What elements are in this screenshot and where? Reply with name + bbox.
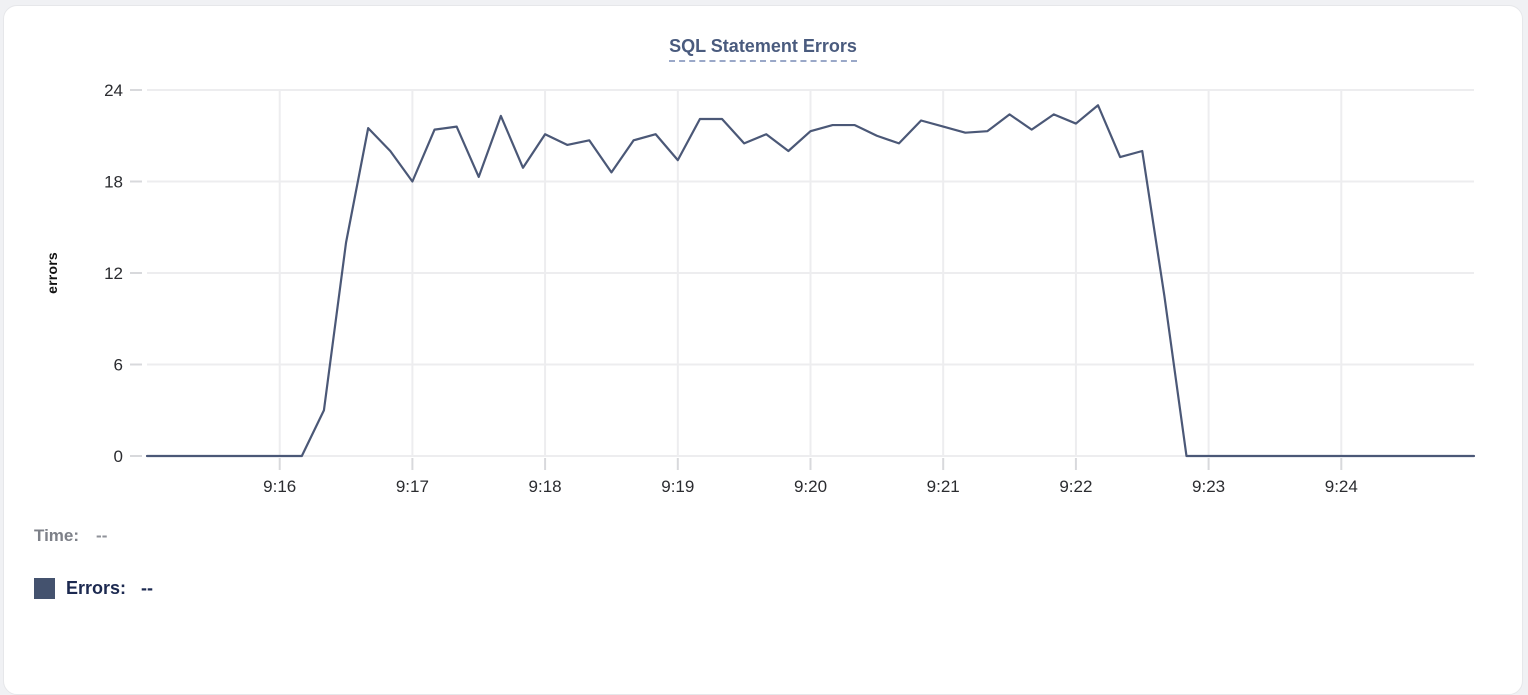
svg-text:6: 6 <box>114 356 123 375</box>
readout-errors-value: -- <box>141 578 154 598</box>
chart-panel: SQL Statement Errors errors 0 6 12 18 24 9:16… <box>3 5 1523 695</box>
svg-text:9:23: 9:23 <box>1192 477 1225 496</box>
readout-errors-label: Errors: <box>66 578 127 598</box>
svg-text:0: 0 <box>114 447 123 466</box>
svg-text:18: 18 <box>104 173 123 192</box>
chart-header: SQL Statement Errors <box>4 36 1522 62</box>
svg-text:9:20: 9:20 <box>794 477 827 496</box>
svg-text:9:19: 9:19 <box>661 477 694 496</box>
svg-text:9:21: 9:21 <box>927 477 960 496</box>
svg-text:12: 12 <box>104 264 123 283</box>
readout-time-row: Time: -- <box>34 526 107 546</box>
readout-errors-row: Errors: -- <box>34 578 153 599</box>
errors-series-swatch <box>34 578 55 599</box>
readout-time-value: -- <box>96 526 108 545</box>
svg-text:9:18: 9:18 <box>529 477 562 496</box>
errors-line-chart[interactable]: 0 6 12 18 24 9:16 9:17 9:18 9:19 9:20 9:21 9:22 9:23… <box>4 6 1528 516</box>
svg-text:9:24: 9:24 <box>1325 477 1358 496</box>
chart-title[interactable]: SQL Statement Errors <box>669 36 857 62</box>
svg-text:24: 24 <box>104 81 123 100</box>
svg-text:9:16: 9:16 <box>263 477 296 496</box>
readout-time-label: Time: <box>34 526 80 545</box>
svg-text:9:22: 9:22 <box>1059 477 1092 496</box>
svg-text:9:17: 9:17 <box>396 477 429 496</box>
